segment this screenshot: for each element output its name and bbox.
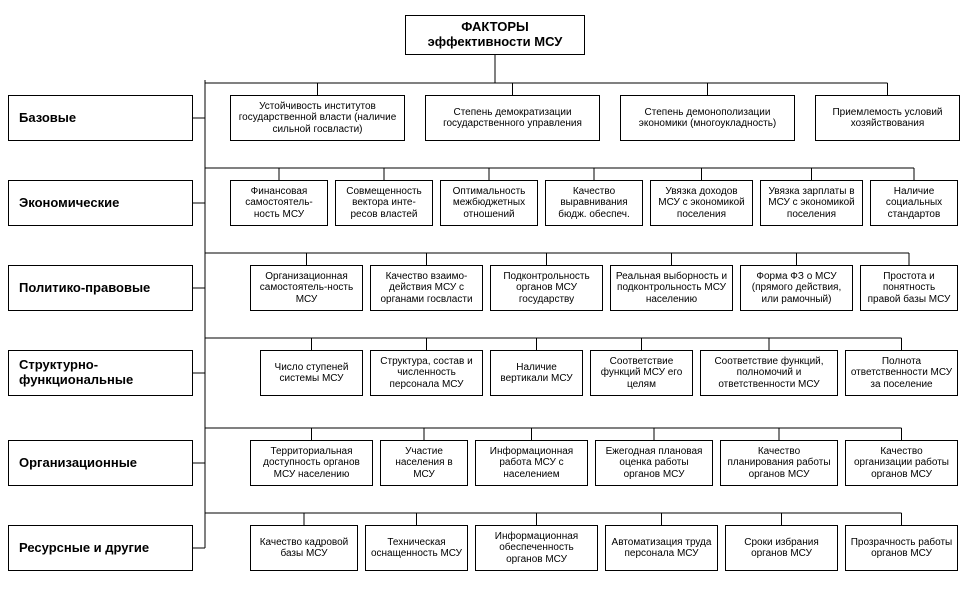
item-label-1-3: Качество выравнивания бюдж. обеспеч.: [550, 186, 638, 221]
item-4-4: Качество планирования работы органов МСУ: [720, 440, 838, 486]
item-0-1: Степень демократизации государственного …: [425, 95, 600, 141]
category-3: Структурно-функциональные: [8, 350, 193, 396]
category-label-4: Организационные: [19, 456, 137, 471]
item-label-0-2: Степень демонополизации экономики (много…: [625, 107, 790, 130]
item-label-2-1: Качество взаимо-действия МСУ с органами …: [375, 271, 478, 306]
item-label-5-4: Сроки избрания органов МСУ: [730, 537, 833, 560]
item-label-4-1: Участие населения в МСУ: [385, 446, 463, 481]
item-label-4-3: Ежегодная плановая оценка работы органов…: [600, 446, 708, 481]
item-label-1-0: Финансовая самостоятель-ность МСУ: [235, 186, 323, 221]
item-3-5: Полнота ответственности МСУ за поселение: [845, 350, 958, 396]
item-5-2: Информационная обеспеченность органов МС…: [475, 525, 598, 571]
category-5: Ресурсные и другие: [8, 525, 193, 571]
item-1-2: Оптимальность межбюджетных отношений: [440, 180, 538, 226]
item-4-0: Территориальная доступность органов МСУ …: [250, 440, 373, 486]
category-label-3: Структурно-функциональные: [19, 358, 188, 388]
item-label-0-0: Устойчивость институтов государственной …: [235, 101, 400, 136]
item-5-5: Прозрачность работы органов МСУ: [845, 525, 958, 571]
item-label-1-2: Оптимальность межбюджетных отношений: [445, 186, 533, 221]
item-label-4-5: Качество организации работы органов МСУ: [850, 446, 953, 481]
item-label-3-1: Структура, состав и численность персонал…: [375, 356, 478, 391]
item-label-1-1: Совмещенность вектора инте-ресов властей: [340, 186, 428, 221]
category-1: Экономические: [8, 180, 193, 226]
item-label-2-3: Реальная выборность и подконтрольность М…: [615, 271, 728, 306]
item-label-2-5: Простота и понятность правой базы МСУ: [865, 271, 953, 306]
item-label-4-0: Территориальная доступность органов МСУ …: [255, 446, 368, 481]
category-label-5: Ресурсные и другие: [19, 541, 149, 556]
title-line2: эффективности МСУ: [428, 34, 563, 49]
item-3-0: Число ступеней системы МСУ: [260, 350, 363, 396]
item-0-3: Приемлемость условий хозяйствования: [815, 95, 960, 141]
item-label-2-4: Форма ФЗ о МСУ (прямого действия, или ра…: [745, 271, 848, 306]
item-5-1: Техническая оснащенность МСУ: [365, 525, 468, 571]
item-label-4-2: Информационная работа МСУ с населением: [480, 446, 583, 481]
item-1-5: Увязка зарплаты в МСУ с экономикой посел…: [760, 180, 863, 226]
item-2-3: Реальная выборность и подконтрольность М…: [610, 265, 733, 311]
item-3-4: Соответствие функций, полномочий и ответ…: [700, 350, 838, 396]
item-label-5-3: Автоматизация труда персонала МСУ: [610, 537, 713, 560]
item-3-1: Структура, состав и численность персонал…: [370, 350, 483, 396]
item-1-6: Наличие социальных стандартов: [870, 180, 958, 226]
category-label-2: Политико-правовые: [19, 281, 150, 296]
item-label-1-5: Увязка зарплаты в МСУ с экономикой посел…: [765, 186, 858, 221]
item-2-5: Простота и понятность правой базы МСУ: [860, 265, 958, 311]
item-label-3-5: Полнота ответственности МСУ за поселение: [850, 356, 953, 391]
item-0-2: Степень демонополизации экономики (много…: [620, 95, 795, 141]
item-2-1: Качество взаимо-действия МСУ с органами …: [370, 265, 483, 311]
item-4-3: Ежегодная плановая оценка работы органов…: [595, 440, 713, 486]
item-label-3-0: Число ступеней системы МСУ: [265, 362, 358, 385]
item-2-4: Форма ФЗ о МСУ (прямого действия, или ра…: [740, 265, 853, 311]
item-label-3-2: Наличие вертикали МСУ: [495, 362, 578, 385]
item-label-0-3: Приемлемость условий хозяйствования: [820, 107, 955, 130]
item-label-5-1: Техническая оснащенность МСУ: [370, 537, 463, 560]
item-label-1-4: Увязка доходов МСУ с экономикой поселени…: [655, 186, 748, 221]
diagram-title: ФАКТОРЫэффективности МСУ: [405, 15, 585, 55]
item-label-0-1: Степень демократизации государственного …: [430, 107, 595, 130]
category-label-0: Базовые: [19, 111, 76, 126]
category-0: Базовые: [8, 95, 193, 141]
item-label-2-0: Организационная самостоятель-ность МСУ: [255, 271, 358, 306]
item-label-4-4: Качество планирования работы органов МСУ: [725, 446, 833, 481]
item-0-0: Устойчивость институтов государственной …: [230, 95, 405, 141]
item-1-4: Увязка доходов МСУ с экономикой поселени…: [650, 180, 753, 226]
item-4-2: Информационная работа МСУ с населением: [475, 440, 588, 486]
item-label-5-5: Прозрачность работы органов МСУ: [850, 537, 953, 560]
item-label-3-3: Соответствие функций МСУ его целям: [595, 356, 688, 391]
item-label-5-0: Качество кадровой базы МСУ: [255, 537, 353, 560]
category-4: Организационные: [8, 440, 193, 486]
item-1-3: Качество выравнивания бюдж. обеспеч.: [545, 180, 643, 226]
category-2: Политико-правовые: [8, 265, 193, 311]
item-4-1: Участие населения в МСУ: [380, 440, 468, 486]
item-3-3: Соответствие функций МСУ его целям: [590, 350, 693, 396]
item-label-3-4: Соответствие функций, полномочий и ответ…: [705, 356, 833, 391]
item-label-5-2: Информационная обеспеченность органов МС…: [480, 531, 593, 566]
item-2-2: Подконтрольность органов МСУ государству: [490, 265, 603, 311]
item-label-1-6: Наличие социальных стандартов: [875, 186, 953, 221]
item-5-4: Сроки избрания органов МСУ: [725, 525, 838, 571]
item-label-2-2: Подконтрольность органов МСУ государству: [495, 271, 598, 306]
title-line1: ФАКТОРЫ: [461, 19, 529, 34]
item-1-1: Совмещенность вектора инте-ресов властей: [335, 180, 433, 226]
item-3-2: Наличие вертикали МСУ: [490, 350, 583, 396]
item-5-0: Качество кадровой базы МСУ: [250, 525, 358, 571]
item-1-0: Финансовая самостоятель-ность МСУ: [230, 180, 328, 226]
item-4-5: Качество организации работы органов МСУ: [845, 440, 958, 486]
item-2-0: Организационная самостоятель-ность МСУ: [250, 265, 363, 311]
category-label-1: Экономические: [19, 196, 119, 211]
item-5-3: Автоматизация труда персонала МСУ: [605, 525, 718, 571]
